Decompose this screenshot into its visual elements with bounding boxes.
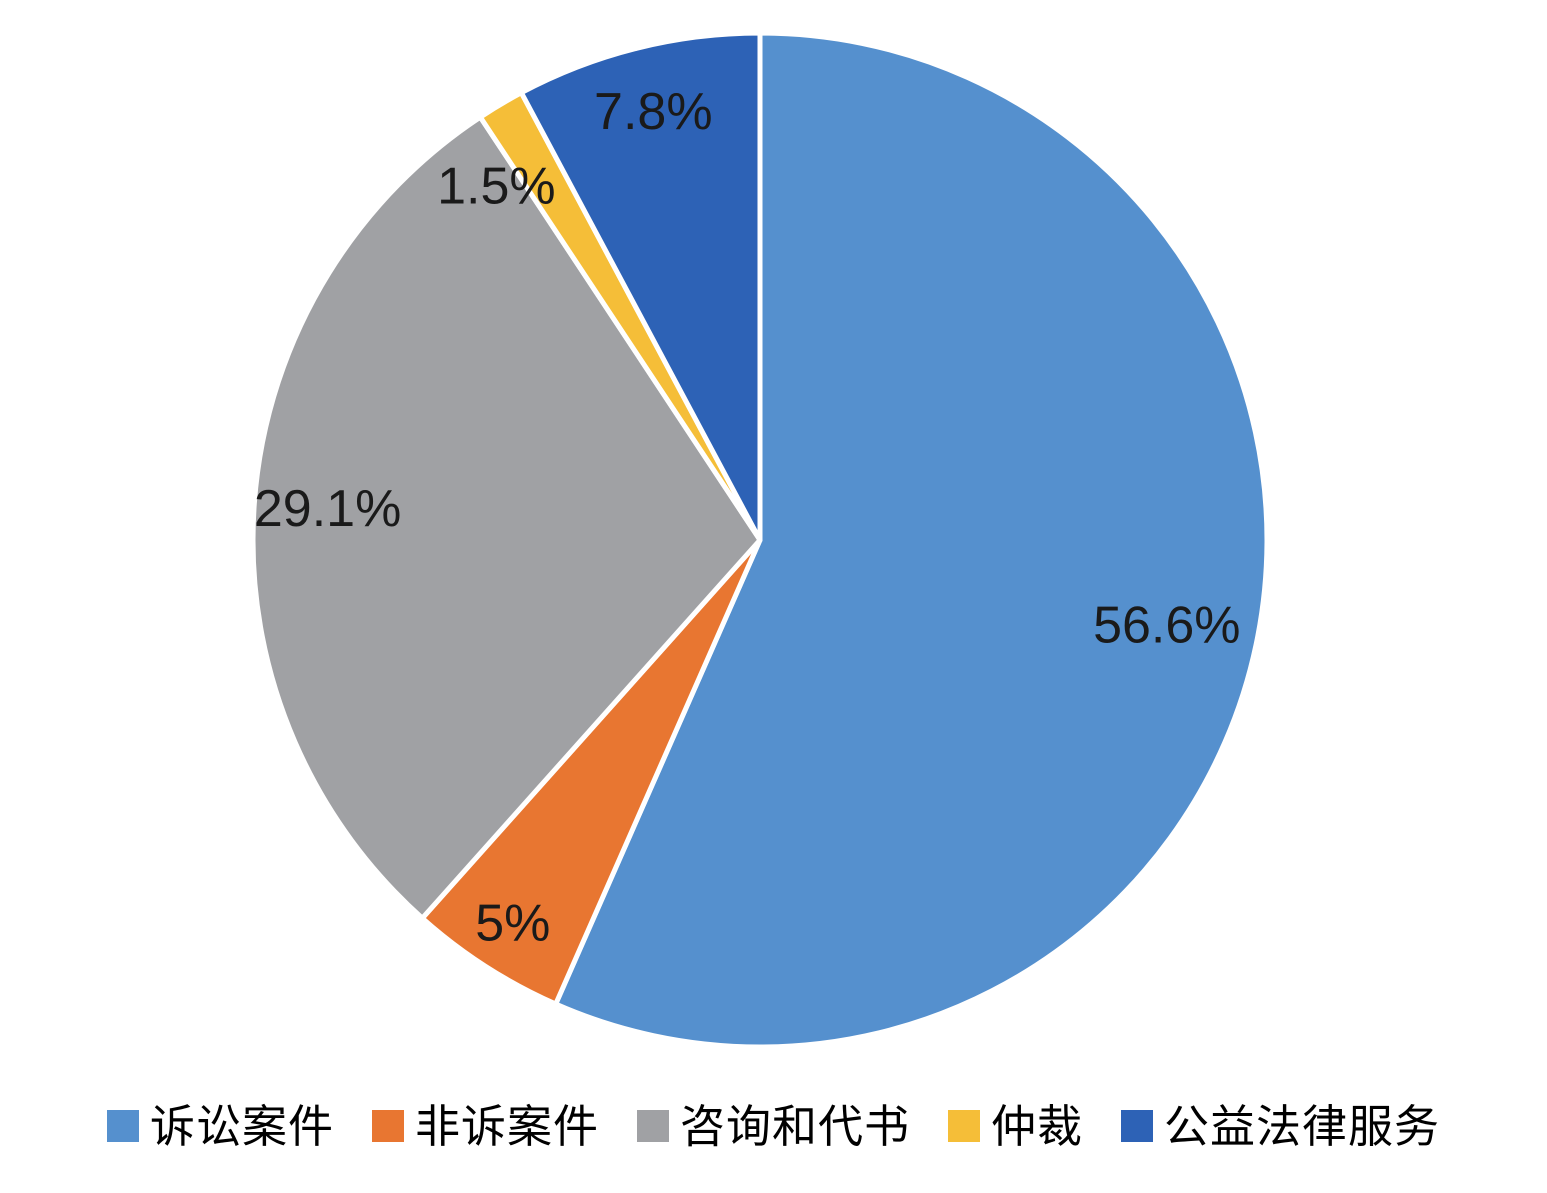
- pie-slice-3: [250, 114, 763, 921]
- slice-percentage-label: 56.6%: [1093, 597, 1240, 655]
- chart-legend: 诉讼案件 非诉案件 咨询和代书 仲裁 公益法律服务: [0, 1094, 1547, 1158]
- legend-item-1: 诉讼案件: [106, 1100, 334, 1152]
- slice-percentage-label: 29.1%: [254, 480, 401, 538]
- slice-percentage-label: 7.8%: [594, 83, 713, 141]
- slice-percentage-label: 5%: [475, 895, 550, 953]
- legend-item-5: 公益法律服务: [1121, 1104, 1440, 1149]
- legend-label: 非诉案件: [414, 1100, 599, 1152]
- legend-label: 咨询和代书: [679, 1100, 910, 1152]
- legend-swatch: [636, 1110, 669, 1142]
- legend-item-2: 非诉案件: [371, 1100, 599, 1152]
- legend-item-3: 咨询和代书: [636, 1100, 910, 1152]
- slice-percentage-label: 1.5%: [437, 157, 556, 215]
- legend-item-4: 仲裁: [948, 1104, 1083, 1149]
- legend-swatch: [371, 1110, 404, 1142]
- legend-label: 诉讼案件: [149, 1100, 334, 1152]
- legend-label: 仲裁: [991, 1100, 1084, 1152]
- legend-swatch: [948, 1110, 980, 1142]
- legend-swatch: [1121, 1110, 1154, 1142]
- pie-slice-1: [553, 30, 1270, 1050]
- legend-swatch: [106, 1110, 139, 1142]
- pie-slice-5: [518, 30, 763, 543]
- pie-slice-2: [419, 537, 763, 1007]
- legend-label: 公益法律服务: [1164, 1100, 1441, 1152]
